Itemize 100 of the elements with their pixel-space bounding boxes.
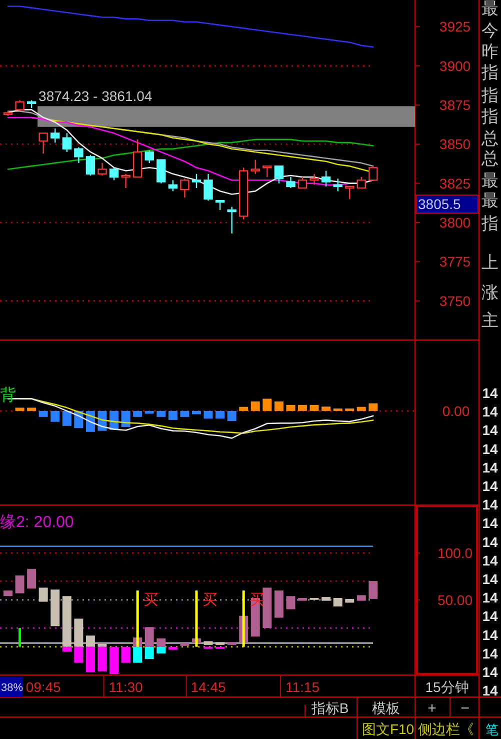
text: 15分钟 [425, 679, 469, 695]
candlestick [204, 173, 213, 202]
candlestick [121, 173, 130, 189]
text: 14 [482, 404, 498, 420]
bar [38, 410, 48, 417]
text: 笔 [486, 722, 498, 737]
bar [86, 636, 95, 647]
annotation: 背 [0, 386, 16, 404]
text: 14 [482, 571, 498, 587]
text: 38% [1, 682, 24, 694]
bar [195, 590, 198, 647]
text: 指 [480, 214, 498, 233]
candlestick [227, 206, 236, 234]
x-tick-label: 11:15 [286, 679, 320, 695]
text: 14 [482, 590, 498, 606]
candlestick [250, 159, 260, 175]
candlestick [321, 170, 331, 188]
bar [50, 410, 60, 422]
bar [227, 642, 236, 645]
bar [98, 644, 107, 647]
text: 昨 [482, 42, 498, 61]
bar [15, 408, 24, 411]
y-tick-label: 3875 [439, 96, 471, 113]
bar [86, 646, 95, 672]
candlestick [50, 128, 60, 144]
bar [322, 406, 331, 411]
bar [298, 598, 307, 601]
bar [38, 588, 48, 602]
text: 指 [480, 86, 498, 105]
text: 最 [482, 191, 498, 210]
bar [144, 646, 154, 660]
candlestick [74, 146, 84, 164]
text: 上 [482, 253, 498, 272]
text: 14 [482, 645, 498, 662]
text: 14 [482, 422, 498, 438]
candlestick [98, 162, 107, 176]
bar [368, 403, 378, 411]
candlestick [368, 167, 378, 181]
line-series [7, 138, 374, 170]
bar [274, 401, 284, 411]
candlestick [215, 200, 225, 211]
bar [133, 646, 142, 663]
y-tick-label: 3825 [439, 175, 471, 192]
text: 14 [482, 608, 498, 624]
candlestick [109, 167, 119, 181]
y-tick-label: 50.00 [437, 592, 473, 608]
bar [62, 596, 72, 647]
text: 14 [482, 682, 498, 699]
candlestick [86, 154, 96, 176]
bar [274, 590, 284, 618]
text: 3805.5 [418, 196, 462, 212]
y-tick-label: 3800 [439, 214, 471, 230]
bar [4, 590, 12, 596]
bar [144, 627, 154, 647]
bar [356, 595, 366, 601]
candlestick [356, 176, 366, 189]
candlestick [180, 178, 190, 198]
bar [98, 646, 107, 672]
text: 14 [482, 440, 498, 457]
bar [180, 643, 190, 646]
text: 指标B [310, 700, 349, 716]
bar [121, 646, 130, 663]
candlestick [168, 180, 178, 192]
candlestick [192, 173, 202, 189]
candlestick [156, 159, 166, 184]
text: 14 [482, 515, 498, 532]
bar [110, 646, 119, 674]
bar [144, 410, 154, 414]
y-tick-label: 3900 [439, 58, 471, 74]
candlestick [15, 100, 24, 110]
text: 指 [480, 63, 498, 82]
candlestick [62, 132, 72, 153]
line-series [7, 109, 374, 195]
text: 0.00 [442, 402, 470, 419]
bar [345, 598, 354, 603]
bar [239, 406, 248, 411]
bar [333, 598, 342, 606]
text: 14 [482, 664, 498, 680]
bar [156, 646, 166, 654]
candlestick [298, 176, 308, 189]
bar [156, 410, 166, 417]
bar [27, 408, 36, 411]
bar [262, 398, 272, 411]
bar [216, 410, 225, 419]
y-tick-label: 3925 [439, 18, 471, 35]
x-tick-label: 11:30 [108, 679, 144, 695]
text: + [428, 700, 437, 717]
bar [136, 590, 139, 647]
text: 模板 [372, 700, 400, 716]
text: 指 [480, 107, 498, 126]
line-series [7, 6, 374, 48]
bar [62, 410, 72, 426]
bar [356, 406, 366, 411]
text: 最 [482, 0, 498, 18]
bar [15, 575, 24, 594]
bar [298, 404, 307, 411]
text: 14 [482, 478, 498, 494]
bar [286, 404, 296, 411]
bar [227, 410, 236, 422]
y-tick-label: 3850 [439, 136, 471, 152]
